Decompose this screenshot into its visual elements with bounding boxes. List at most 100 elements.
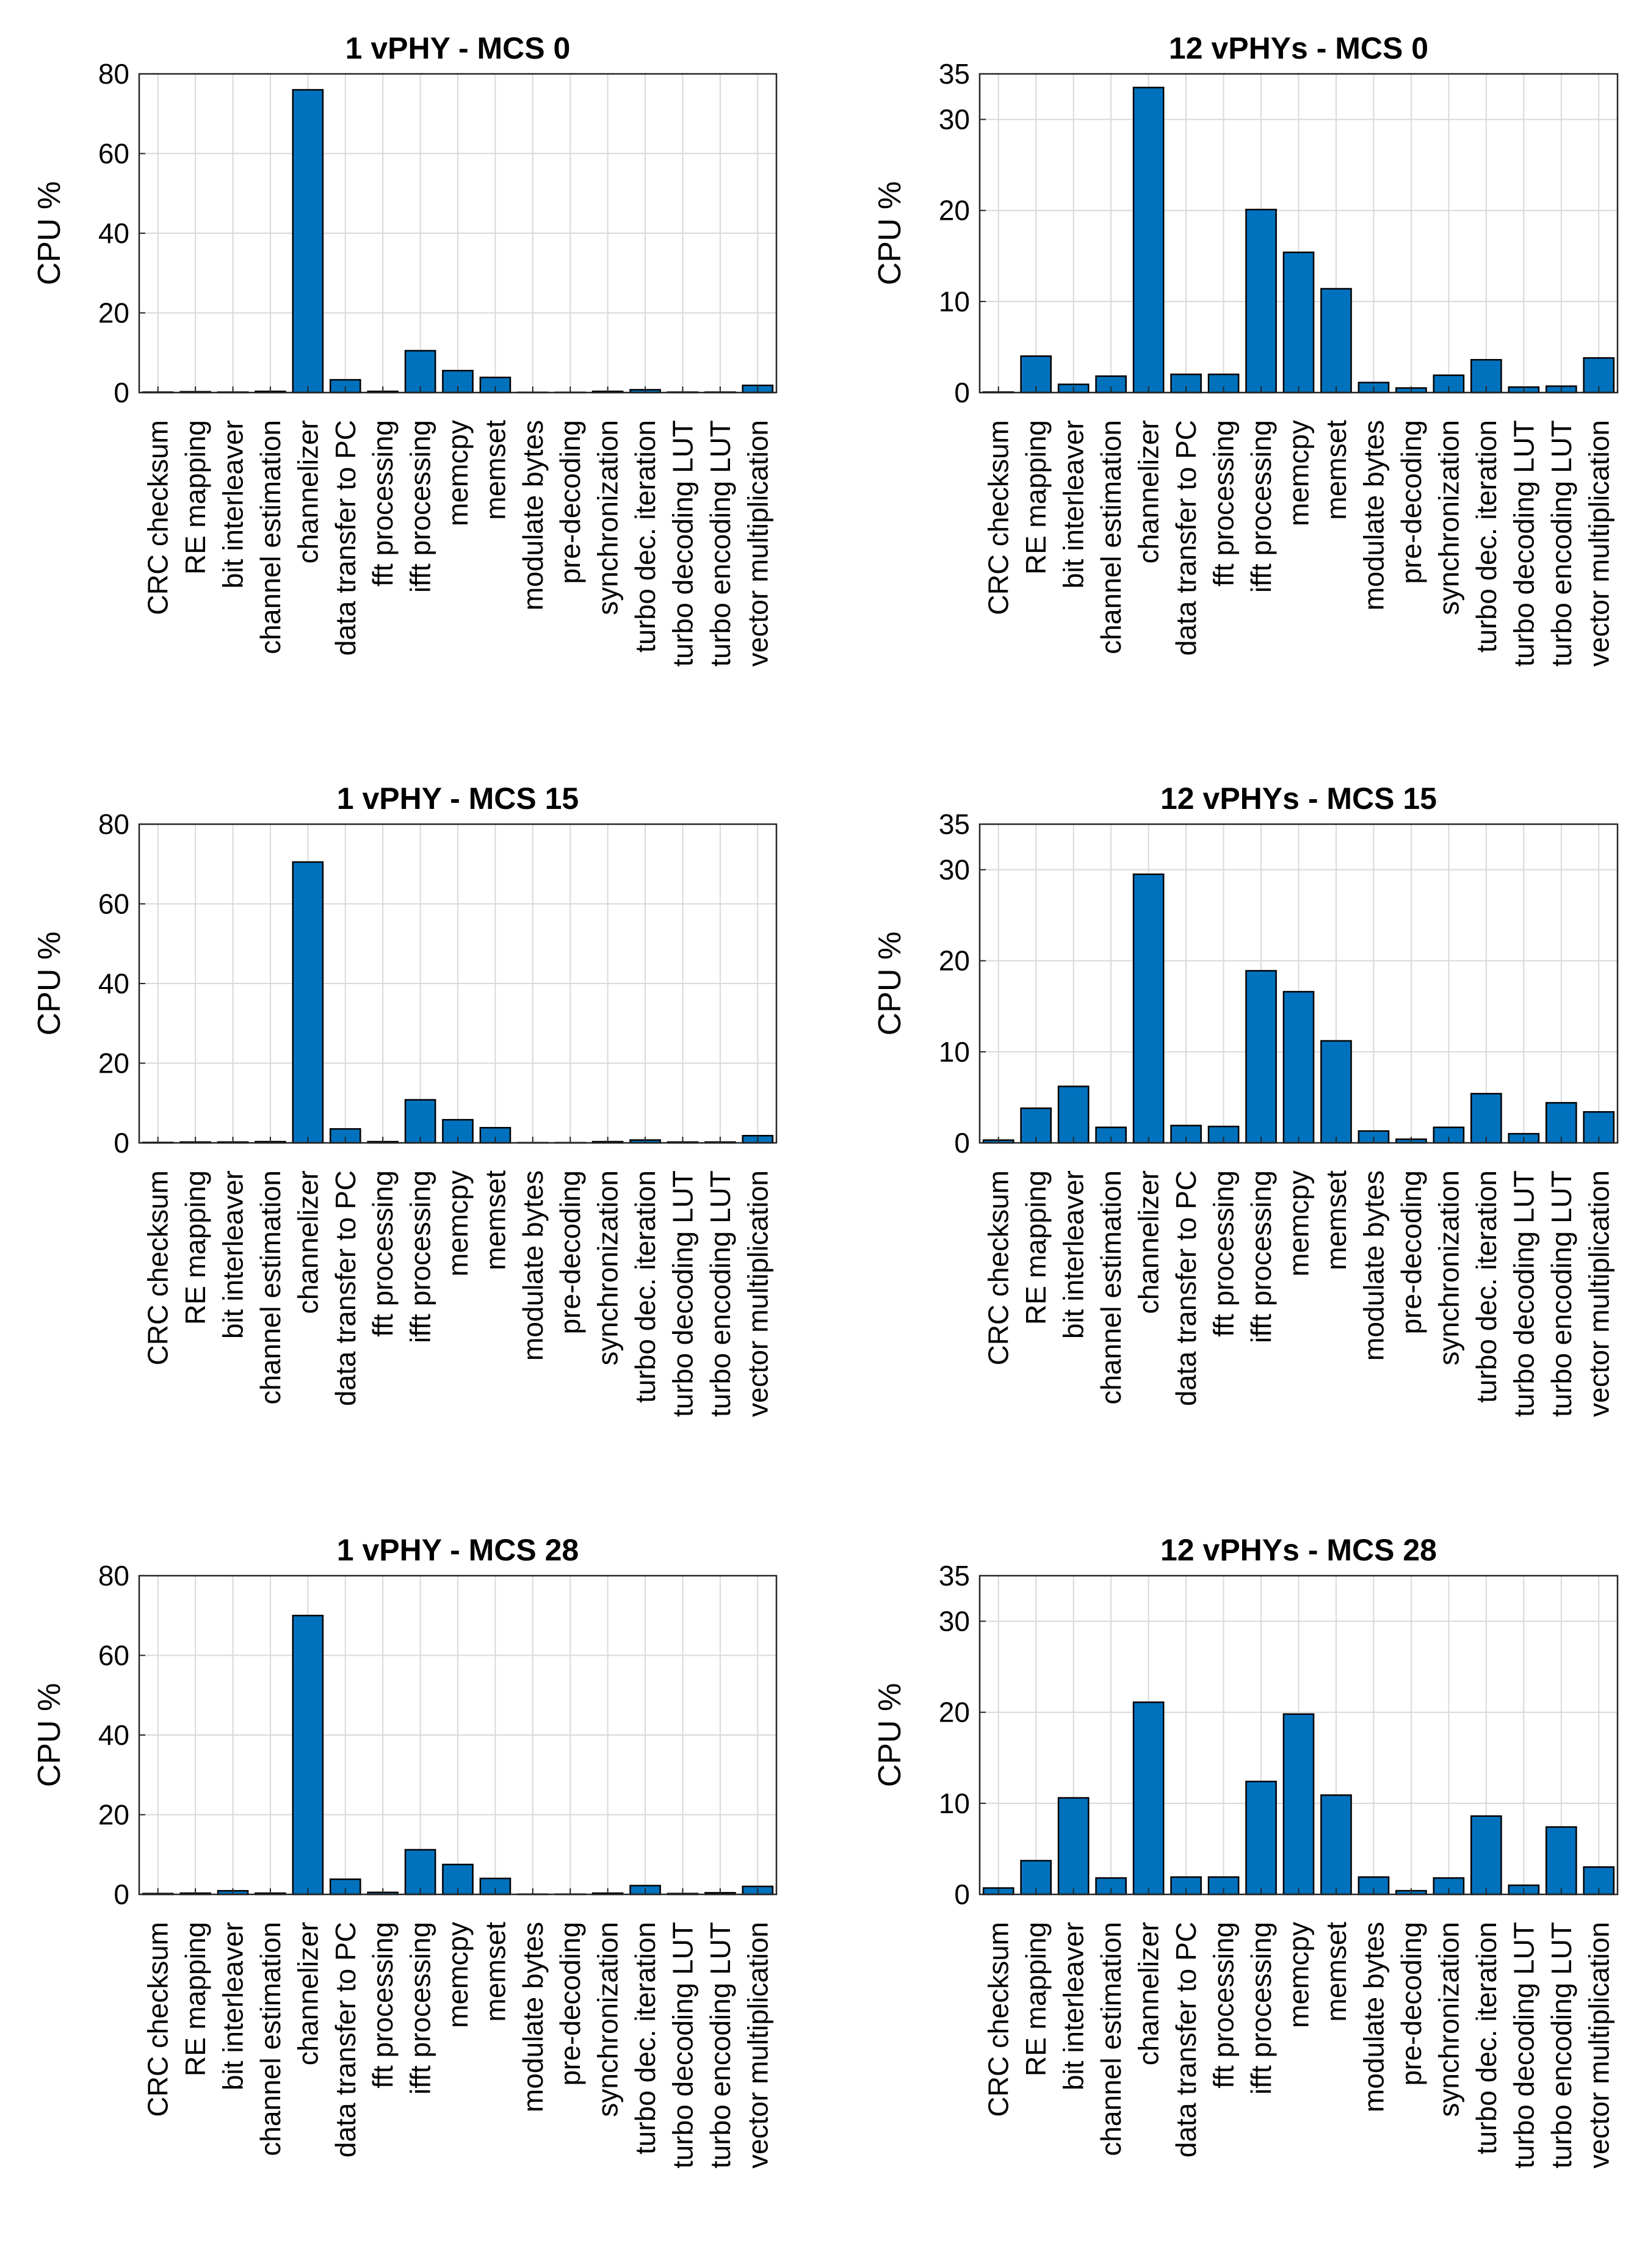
bar-bit-interleaver [1057,1085,1090,1144]
x-tick-label: data transfer to PC [330,420,361,656]
bar-memcpy [1282,252,1315,394]
x-tick-label: RE mapping [1020,1170,1052,1325]
chart-title: 12 vPHYs - MCS 0 [1169,31,1428,65]
x-tick-label: memcpy [442,1170,474,1277]
y-tick-label: 10 [939,1036,970,1068]
x-tick-label: turbo decoding LUT [1508,1170,1539,1417]
chart-panel-6: 0 10 20 30 35 CRC checksum RE mapping bit inter… [872,1533,1619,2168]
x-tick-label: bit interleaver [217,1922,249,2090]
y-tick-label: 35 [939,808,970,840]
y-axis-label: CPU % [872,1683,908,1787]
x-tick-label: ifft processing [1245,420,1277,593]
x-tick-label: channel estimation [255,1170,286,1405]
x-tick-label: channelizer [292,420,324,563]
x-tick-label: fft processing [1208,1170,1240,1337]
x-tick-label: bit interleaver [1058,1922,1090,2090]
bar-modulate-bytes [1358,1876,1390,1896]
y-tick-label: 60 [98,1640,129,1672]
x-tick-label: vector multiplication [742,1170,773,1417]
x-tick-label: turbo dec. iteration [629,1922,661,2154]
x-tick-label: synchronization [1433,1170,1464,1366]
x-tick-label: data transfer to PC [1170,420,1202,656]
y-axis-label: CPU % [872,932,908,1035]
chart-title: 1 vPHY - MCS 0 [345,31,571,65]
y-tick-label: 80 [98,1560,129,1592]
x-tick-label: turbo decoding LUT [667,1170,698,1417]
bar-bit-interleaver [1057,1797,1090,1896]
y-tick-label: 0 [114,1879,129,1910]
y-tick-label: 10 [939,1788,970,1819]
x-tick-label: turbo encoding LUT [704,420,736,667]
bar-ifft-processing [1245,208,1277,394]
x-tick-label: turbo encoding LUT [704,1922,736,2168]
x-tick-label: vector multiplication [1583,420,1614,667]
chart-panel-3: 0 20 40 60 80 CRC checksum RE mapping bit inter… [32,781,778,1417]
y-tick-label: 35 [939,58,970,90]
bar-turbo-encoding-lut [1545,1102,1577,1144]
bar-turbo-dec-iteration [1470,1093,1502,1144]
x-tick-label: memset [479,1922,511,2022]
x-tick-label: CRC checksum [983,1170,1014,1366]
x-tick-label: turbo encoding LUT [704,1170,736,1417]
x-tick-label: modulate bytes [517,1922,549,2112]
x-tick-label: turbo decoding LUT [1508,420,1539,667]
x-tick-label: fft processing [1208,420,1240,587]
bar-channelizer [292,1615,324,1896]
y-tick-label: 20 [98,1799,129,1831]
bar-channelizer [292,89,324,394]
x-tick-label: RE mapping [179,420,211,574]
x-tick-label: ifft processing [405,1922,436,2095]
chart-title: 12 vPHYs - MCS 15 [1160,781,1437,816]
x-tick-label: RE mapping [179,1922,211,2076]
y-tick-label: 20 [98,1048,129,1079]
x-tick-label: pre-decoding [554,1170,586,1335]
x-tick-label: memcpy [1283,1922,1315,2028]
y-axis-label: CPU % [32,1683,67,1787]
x-tick-label: fft processing [1208,1922,1240,2089]
bar-ifft-processing [404,1099,436,1144]
x-tick-label: vector multiplication [1583,1922,1614,2168]
x-tick-label: memset [479,1170,511,1270]
x-tick-label: turbo encoding LUT [1546,420,1577,667]
x-tick-label: bit interleaver [217,1170,249,1339]
x-tick-label: CRC checksum [983,1922,1014,2117]
x-tick-label: turbo dec. iteration [1470,1922,1502,2154]
y-tick-label: 10 [939,286,970,317]
bar-memcpy [1282,1713,1315,1896]
chart-title: 1 vPHY - MCS 28 [337,1533,579,1567]
bar-turbo-dec-iteration [1470,1815,1502,1896]
bar-channelizer [292,861,324,1144]
bar-channelizer [1132,873,1165,1144]
x-tick-label: ifft processing [1245,1170,1277,1343]
x-tick-label: memcpy [442,420,474,526]
x-tick-label: channelizer [1133,420,1165,563]
x-tick-label: channel estimation [255,420,286,654]
x-tick-label: pre-decoding [1395,420,1427,584]
x-tick-label: modulate bytes [517,1170,549,1361]
bar-turbo-dec-iteration [1470,359,1502,394]
x-tick-label: turbo dec. iteration [1470,1170,1502,1403]
y-tick-label: 40 [98,1719,129,1751]
x-tick-label: memset [1320,1170,1352,1270]
x-tick-label: pre-decoding [554,420,586,584]
x-tick-label: turbo encoding LUT [1546,1922,1577,2168]
x-tick-label: fft processing [367,420,399,587]
x-tick-label: bit interleaver [1058,420,1090,589]
x-tick-label: CRC checksum [142,1922,174,2117]
y-tick-label: 20 [939,1697,970,1728]
y-tick-label: 0 [954,1127,970,1159]
x-tick-label: turbo dec. iteration [1470,420,1502,653]
y-tick-label: 35 [939,1560,970,1592]
x-tick-label: vector multiplication [742,1922,773,2168]
chart-panel-2: 0 10 20 30 35 CRC checksum RE mapping bit inter… [872,31,1619,667]
x-tick-label: synchronization [592,1922,624,2117]
x-tick-label: memset [1320,420,1352,520]
chart-title: 12 vPHYs - MCS 28 [1160,1533,1437,1567]
x-tick-label: synchronization [1433,1922,1464,2117]
x-tick-label: channelizer [292,1170,324,1314]
x-tick-label: modulate bytes [1358,420,1389,610]
y-tick-label: 0 [954,377,970,408]
y-tick-label: 0 [114,377,129,408]
x-tick-label: memcpy [1283,420,1315,526]
bar-memcpy [1282,991,1315,1144]
